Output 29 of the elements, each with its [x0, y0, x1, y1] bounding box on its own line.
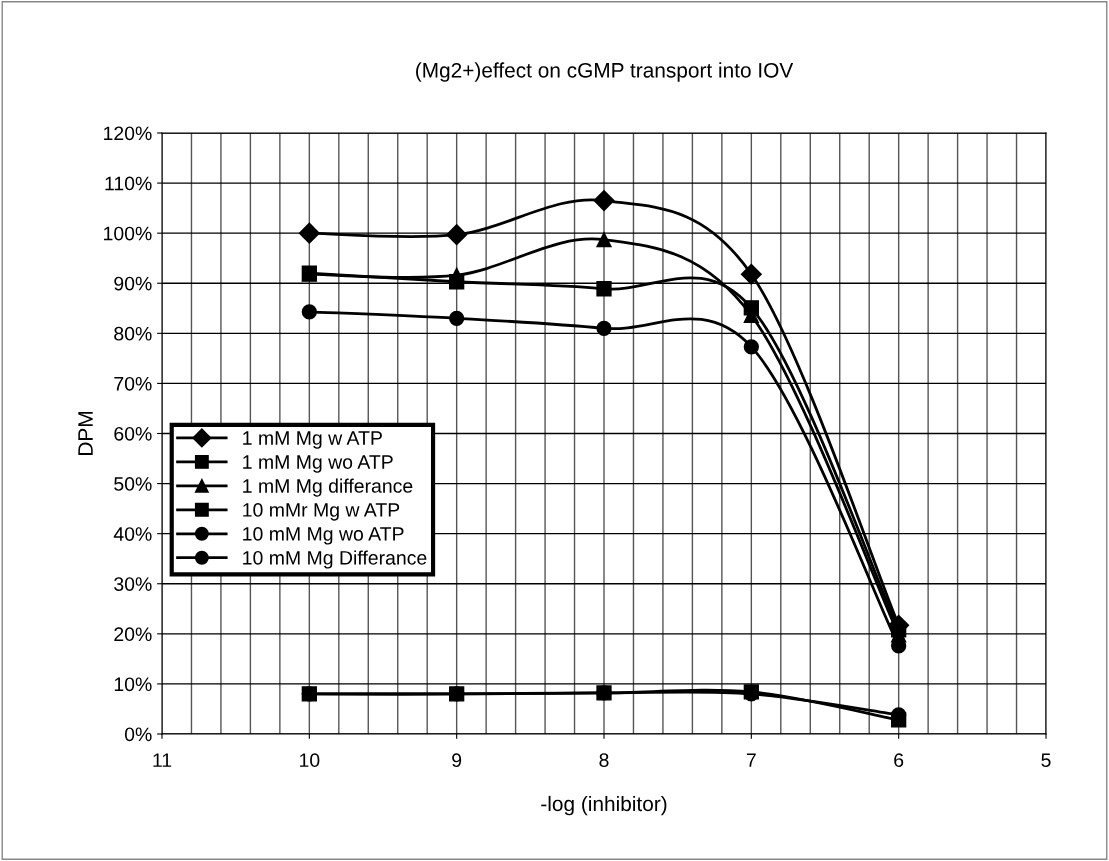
chart-title: (Mg2+)effect on cGMP transport into IOV [416, 62, 794, 82]
x-tick-label: 5 [1041, 753, 1051, 768]
y-tick-label: 20% [114, 627, 152, 642]
y-tick-label: 0% [124, 727, 152, 742]
x-tick-label: 8 [599, 753, 609, 768]
y-tick-label: 110% [105, 176, 152, 191]
x-tick-label: 9 [452, 753, 462, 768]
x-tick-label: 7 [746, 753, 756, 767]
y-tick-label: 100% [104, 226, 152, 241]
x-tick-label: 11 [153, 753, 172, 767]
y-tick-label: 70% [114, 376, 152, 391]
legend-label: 10 mM Mg Differance [243, 550, 427, 569]
y-axis-title: DPM [78, 412, 93, 455]
legend-label: 1 mM Mg w ATP [243, 431, 382, 449]
legend-label: 10 mMr Mg w ATP [243, 503, 400, 521]
y-tick-label: 10% [114, 677, 152, 692]
y-tick-label: 90% [114, 276, 152, 291]
x-tick-label: 6 [894, 753, 904, 768]
y-tick-label: 30% [114, 577, 152, 591]
y-tick-label: 80% [114, 326, 152, 341]
legend-label: 1 mM Mg wo ATP [243, 455, 393, 473]
y-tick-label: 40% [113, 527, 152, 541]
x-tick-label: 10 [300, 753, 320, 768]
y-tick-label: 120% [104, 126, 152, 141]
y-tick-label: 60% [114, 426, 152, 441]
legend-label: 1 mM Mg differance [243, 478, 413, 497]
y-tick-label: 50% [114, 477, 152, 491]
x-axis-title: -log (inhibitor) [541, 795, 667, 816]
legend-label: 10 mM Mg wo ATP [243, 527, 404, 545]
